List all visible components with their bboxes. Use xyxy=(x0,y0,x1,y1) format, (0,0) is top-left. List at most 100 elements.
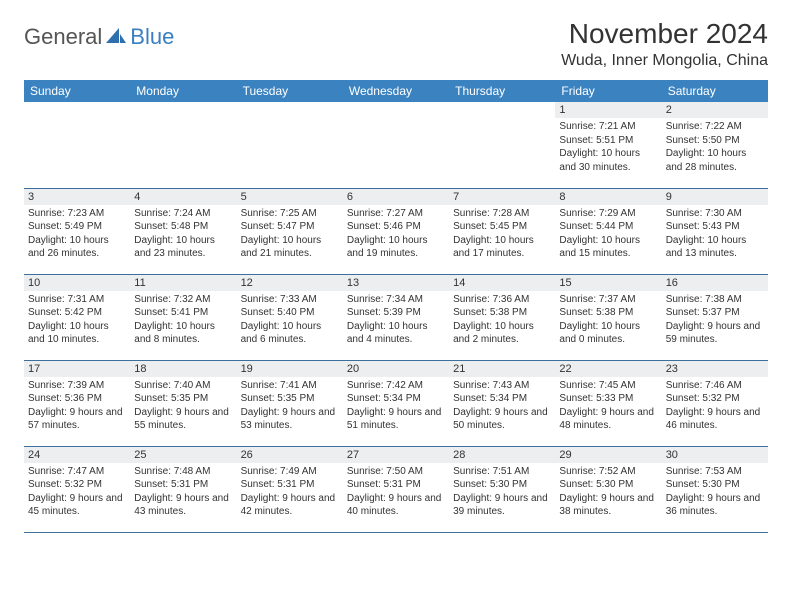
empty-cell xyxy=(24,102,130,188)
dow-saturday: Saturday xyxy=(662,80,768,102)
dow-row: Sunday Monday Tuesday Wednesday Thursday… xyxy=(24,80,768,102)
header: General Blue November 2024 Wuda, Inner M… xyxy=(24,18,768,70)
day-info: Sunrise: 7:39 AMSunset: 5:36 PMDaylight:… xyxy=(28,379,126,433)
day-number: 21 xyxy=(449,361,555,377)
day-number: 5 xyxy=(237,189,343,205)
day-info: Sunrise: 7:37 AMSunset: 5:38 PMDaylight:… xyxy=(559,293,657,347)
day-number: 23 xyxy=(662,361,768,377)
day-cell: 3Sunrise: 7:23 AMSunset: 5:49 PMDaylight… xyxy=(24,188,130,274)
day-number: 22 xyxy=(555,361,661,377)
day-info: Sunrise: 7:52 AMSunset: 5:30 PMDaylight:… xyxy=(559,465,657,519)
day-cell: 25Sunrise: 7:48 AMSunset: 5:31 PMDayligh… xyxy=(130,446,236,532)
day-info: Sunrise: 7:22 AMSunset: 5:50 PMDaylight:… xyxy=(666,120,764,174)
logo-text-general: General xyxy=(24,24,102,50)
day-cell: 11Sunrise: 7:32 AMSunset: 5:41 PMDayligh… xyxy=(130,274,236,360)
day-number: 30 xyxy=(662,447,768,463)
dow-monday: Monday xyxy=(130,80,236,102)
day-info: Sunrise: 7:43 AMSunset: 5:34 PMDaylight:… xyxy=(453,379,551,433)
day-cell: 18 Sunrise: 7:40 AMSunset: 5:35 PMDayligh… xyxy=(130,360,236,446)
day-cell: 21 Sunrise: 7:43 AMSunset: 5:34 PMDayligh… xyxy=(449,360,555,446)
day-number: 8 xyxy=(555,189,661,205)
empty-cell xyxy=(130,102,236,188)
logo: General Blue xyxy=(24,24,174,50)
day-cell: 29 Sunrise: 7:52 AMSunset: 5:30 PMDayligh… xyxy=(555,446,661,532)
day-info: Sunrise: 7:34 AMSunset: 5:39 PMDaylight:… xyxy=(347,293,445,347)
day-info: Sunrise: 7:21 AMSunset: 5:51 PMDaylight:… xyxy=(559,120,657,174)
day-cell: 24Sunrise: 7:47 AMSunset: 5:32 PMDayligh… xyxy=(24,446,130,532)
day-cell: 14 Sunrise: 7:36 AMSunset: 5:38 PMDayligh… xyxy=(449,274,555,360)
day-info: Sunrise: 7:40 AMSunset: 5:35 PMDaylight:… xyxy=(134,379,232,433)
day-number: 29 xyxy=(555,447,661,463)
day-cell: 30 Sunrise: 7:53 AMSunset: 5:30 PMDayligh… xyxy=(662,446,768,532)
day-cell: 20 Sunrise: 7:42 AMSunset: 5:34 PMDayligh… xyxy=(343,360,449,446)
day-info: Sunrise: 7:23 AMSunset: 5:49 PMDaylight:… xyxy=(28,207,126,261)
day-info: Sunrise: 7:49 AMSunset: 5:31 PMDaylight:… xyxy=(241,465,339,519)
day-cell: 28 Sunrise: 7:51 AMSunset: 5:30 PMDayligh… xyxy=(449,446,555,532)
dow-sunday: Sunday xyxy=(24,80,130,102)
logo-text-blue: Blue xyxy=(130,24,174,50)
day-cell: 13 Sunrise: 7:34 AMSunset: 5:39 PMDayligh… xyxy=(343,274,449,360)
day-number: 1 xyxy=(555,102,661,118)
day-number: 14 xyxy=(449,275,555,291)
day-cell: 15 Sunrise: 7:37 AMSunset: 5:38 PMDayligh… xyxy=(555,274,661,360)
title-block: November 2024 Wuda, Inner Mongolia, Chin… xyxy=(561,18,768,70)
day-info: Sunrise: 7:25 AMSunset: 5:47 PMDaylight:… xyxy=(241,207,339,261)
day-cell: 23 Sunrise: 7:46 AMSunset: 5:32 PMDayligh… xyxy=(662,360,768,446)
day-info: Sunrise: 7:48 AMSunset: 5:31 PMDaylight:… xyxy=(134,465,232,519)
week-row: 1 Sunrise: 7:21 AMSunset: 5:51 PMDaylight… xyxy=(24,102,768,188)
day-info: Sunrise: 7:38 AMSunset: 5:37 PMDaylight:… xyxy=(666,293,764,347)
day-number: 28 xyxy=(449,447,555,463)
calendar-table: Sunday Monday Tuesday Wednesday Thursday… xyxy=(24,80,768,533)
dow-friday: Friday xyxy=(555,80,661,102)
day-info: Sunrise: 7:28 AMSunset: 5:45 PMDaylight:… xyxy=(453,207,551,261)
day-cell: 22Sunrise: 7:45 AMSunset: 5:33 PMDayligh… xyxy=(555,360,661,446)
day-cell: 26Sunrise: 7:49 AMSunset: 5:31 PMDayligh… xyxy=(237,446,343,532)
day-info: Sunrise: 7:51 AMSunset: 5:30 PMDaylight:… xyxy=(453,465,551,519)
week-row: 10 Sunrise: 7:31 AMSunset: 5:42 PMDayligh… xyxy=(24,274,768,360)
day-cell: 10 Sunrise: 7:31 AMSunset: 5:42 PMDayligh… xyxy=(24,274,130,360)
location: Wuda, Inner Mongolia, China xyxy=(561,52,768,70)
day-cell: 12 Sunrise: 7:33 AMSunset: 5:40 PMDayligh… xyxy=(237,274,343,360)
day-info: Sunrise: 7:47 AMSunset: 5:32 PMDaylight:… xyxy=(28,465,126,519)
day-number: 15 xyxy=(555,275,661,291)
day-cell: 16Sunrise: 7:38 AMSunset: 5:37 PMDayligh… xyxy=(662,274,768,360)
day-number: 27 xyxy=(343,447,449,463)
day-info: Sunrise: 7:33 AMSunset: 5:40 PMDaylight:… xyxy=(241,293,339,347)
empty-cell xyxy=(449,102,555,188)
week-row: 24Sunrise: 7:47 AMSunset: 5:32 PMDayligh… xyxy=(24,446,768,532)
sail-icon xyxy=(106,26,126,49)
day-cell: 8 Sunrise: 7:29 AMSunset: 5:44 PMDaylight… xyxy=(555,188,661,274)
day-cell: 6 Sunrise: 7:27 AMSunset: 5:46 PMDaylight… xyxy=(343,188,449,274)
day-number: 2 xyxy=(662,102,768,118)
day-cell: 19Sunrise: 7:41 AMSunset: 5:35 PMDayligh… xyxy=(237,360,343,446)
day-info: Sunrise: 7:53 AMSunset: 5:30 PMDaylight:… xyxy=(666,465,764,519)
day-number: 20 xyxy=(343,361,449,377)
day-info: Sunrise: 7:24 AMSunset: 5:48 PMDaylight:… xyxy=(134,207,232,261)
day-info: Sunrise: 7:30 AMSunset: 5:43 PMDaylight:… xyxy=(666,207,764,261)
day-info: Sunrise: 7:42 AMSunset: 5:34 PMDaylight:… xyxy=(347,379,445,433)
day-number: 10 xyxy=(24,275,130,291)
day-number: 18 xyxy=(130,361,236,377)
day-cell: 5 Sunrise: 7:25 AMSunset: 5:47 PMDaylight… xyxy=(237,188,343,274)
month-title: November 2024 xyxy=(561,18,768,50)
day-number: 6 xyxy=(343,189,449,205)
day-number: 7 xyxy=(449,189,555,205)
day-number: 9 xyxy=(662,189,768,205)
day-number: 19 xyxy=(237,361,343,377)
day-cell: 2 Sunrise: 7:22 AMSunset: 5:50 PMDaylight… xyxy=(662,102,768,188)
day-info: Sunrise: 7:31 AMSunset: 5:42 PMDaylight:… xyxy=(28,293,126,347)
day-cell: 7 Sunrise: 7:28 AMSunset: 5:45 PMDaylight… xyxy=(449,188,555,274)
day-info: Sunrise: 7:27 AMSunset: 5:46 PMDaylight:… xyxy=(347,207,445,261)
day-cell: 1 Sunrise: 7:21 AMSunset: 5:51 PMDaylight… xyxy=(555,102,661,188)
day-number: 11 xyxy=(130,275,236,291)
day-info: Sunrise: 7:29 AMSunset: 5:44 PMDaylight:… xyxy=(559,207,657,261)
calendar-body: 1 Sunrise: 7:21 AMSunset: 5:51 PMDaylight… xyxy=(24,102,768,532)
day-number: 12 xyxy=(237,275,343,291)
day-info: Sunrise: 7:46 AMSunset: 5:32 PMDaylight:… xyxy=(666,379,764,433)
day-number: 13 xyxy=(343,275,449,291)
empty-cell xyxy=(343,102,449,188)
dow-thursday: Thursday xyxy=(449,80,555,102)
day-info: Sunrise: 7:36 AMSunset: 5:38 PMDaylight:… xyxy=(453,293,551,347)
day-cell: 27Sunrise: 7:50 AMSunset: 5:31 PMDayligh… xyxy=(343,446,449,532)
week-row: 3Sunrise: 7:23 AMSunset: 5:49 PMDaylight… xyxy=(24,188,768,274)
